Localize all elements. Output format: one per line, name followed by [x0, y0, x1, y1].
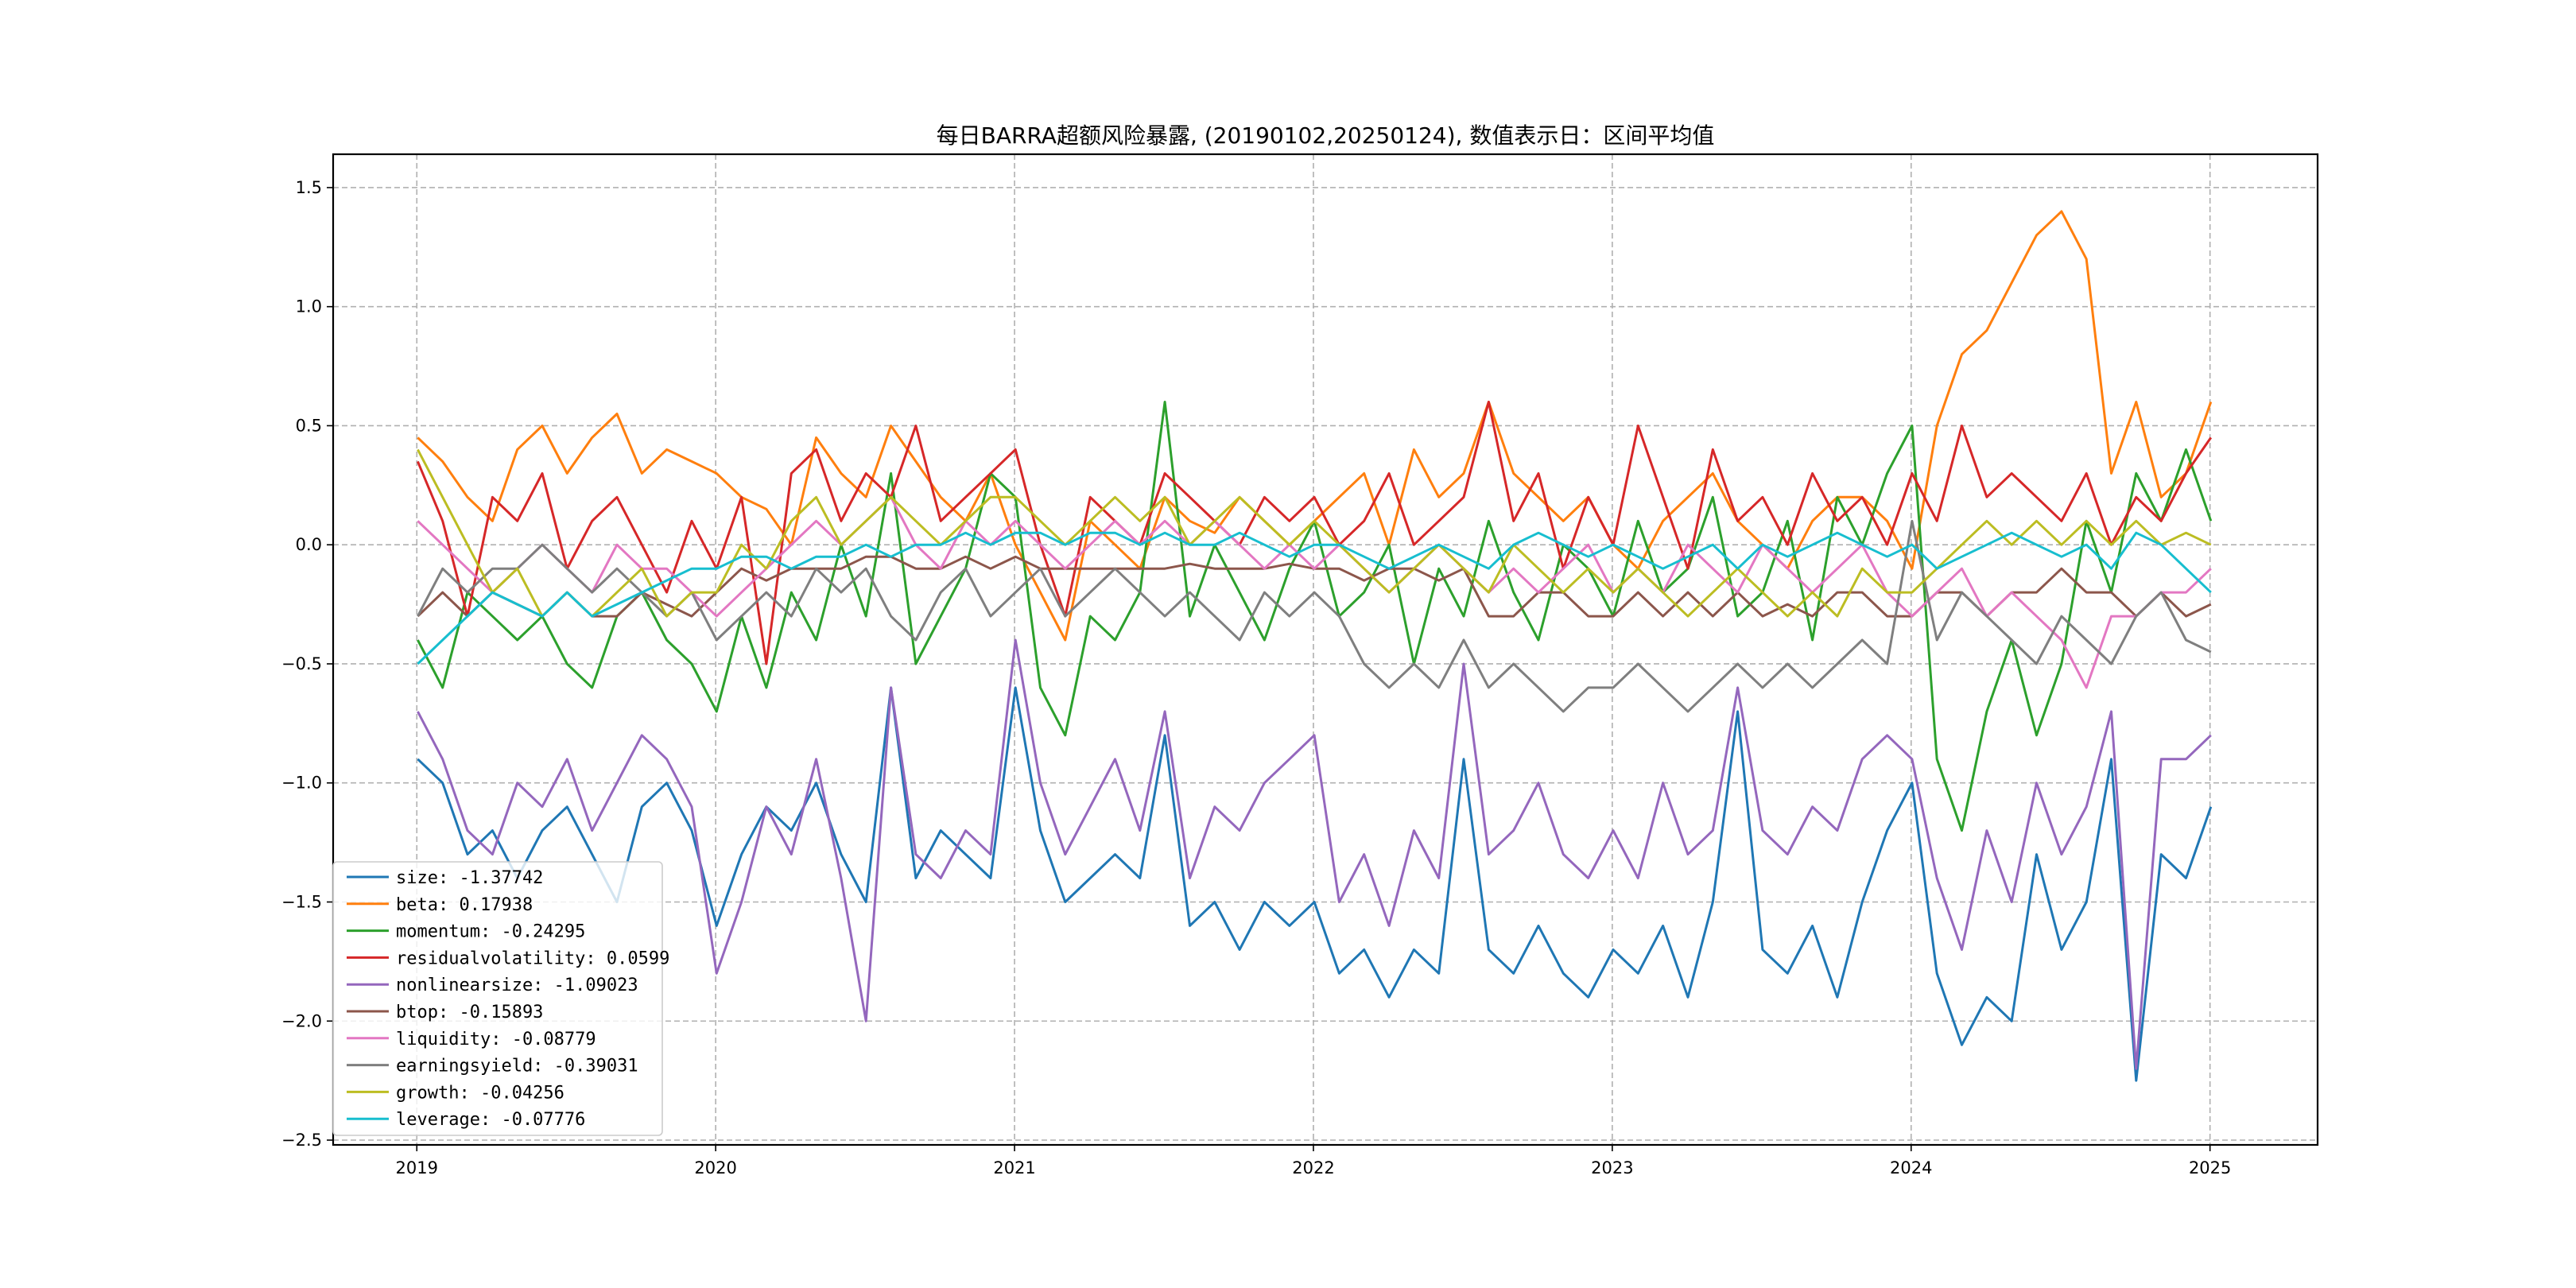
- legend-label-liquidity: liquidity: -0.08779: [396, 1030, 596, 1049]
- legend-label-earningsyield: earningsyield: -0.39031: [396, 1057, 638, 1077]
- series-line-growth: [417, 448, 2212, 618]
- legend-label-size: size: -1.37742: [396, 868, 543, 888]
- series-line-residualvolatility: [417, 401, 2213, 665]
- legend-label-nonlinearsize: nonlinearsize: -1.09023: [396, 976, 638, 995]
- legend-label-growth: growth: -0.04256: [396, 1083, 564, 1103]
- x-tick-label: 2024: [1890, 1158, 1932, 1177]
- y-tick-label: 1.5: [296, 178, 322, 197]
- legend-label-btop: btop: -0.15893: [396, 1003, 543, 1022]
- series-line-nonlinearsize: [417, 638, 2212, 1070]
- y-tick-label: 0.0: [296, 535, 322, 554]
- legend-label-residualvolatility: residualvolatility: 0.0599: [396, 949, 669, 968]
- y-tick-label: −1.0: [281, 774, 322, 793]
- series-line-leverage: [417, 531, 2212, 665]
- x-tick-label: 2025: [2189, 1158, 2231, 1177]
- y-tick-label: −2.5: [281, 1131, 322, 1150]
- legend-label-momentum: momentum: -0.24295: [396, 922, 585, 942]
- y-tick-label: −1.5: [281, 892, 322, 911]
- y-tick-label: −2.0: [281, 1011, 322, 1030]
- y-tick-label: 0.5: [296, 416, 322, 435]
- legend-box: [332, 861, 663, 1136]
- series-line-momentum: [417, 401, 2213, 832]
- legend-label-leverage: leverage: -0.07776: [396, 1110, 585, 1130]
- series-line-liquidity: [417, 495, 2212, 689]
- y-tick-label: −0.5: [281, 654, 322, 673]
- plot-frame: [332, 153, 2319, 1146]
- legend: size: -1.37742 beta: 0.17938 momentum: -0.…: [332, 861, 669, 1136]
- series-line-earningsyield: [417, 519, 2212, 713]
- x-tick-label: 2022: [1292, 1158, 1334, 1177]
- x-tick-label: 2020: [694, 1158, 736, 1177]
- series-lines: [417, 210, 2213, 1082]
- x-tick-label: 2019: [396, 1158, 438, 1177]
- series-line-size: [417, 686, 2213, 1082]
- x-axis: 2019 2020 2021 2022 2023 2024 2025: [396, 1145, 2231, 1177]
- y-axis: −2.5 −2.0 −1.5 −1.0 −0.5 0.0 0.5 1.0 1.5: [281, 178, 333, 1150]
- x-tick-label: 2023: [1591, 1158, 1633, 1177]
- chart-title: 每日BARRA超额风险暴露, (20190102,20250124), 数值表示…: [937, 122, 1715, 149]
- y-tick-label: 1.0: [296, 297, 322, 316]
- x-tick-label: 2021: [993, 1158, 1035, 1177]
- legend-label-beta: beta: 0.17938: [396, 895, 533, 915]
